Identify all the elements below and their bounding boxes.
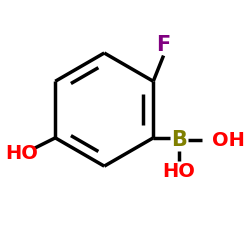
Text: HO: HO <box>162 162 196 181</box>
Text: HO: HO <box>6 144 38 163</box>
Text: B: B <box>171 130 187 150</box>
Text: F: F <box>156 35 171 55</box>
Text: OH: OH <box>212 131 245 150</box>
